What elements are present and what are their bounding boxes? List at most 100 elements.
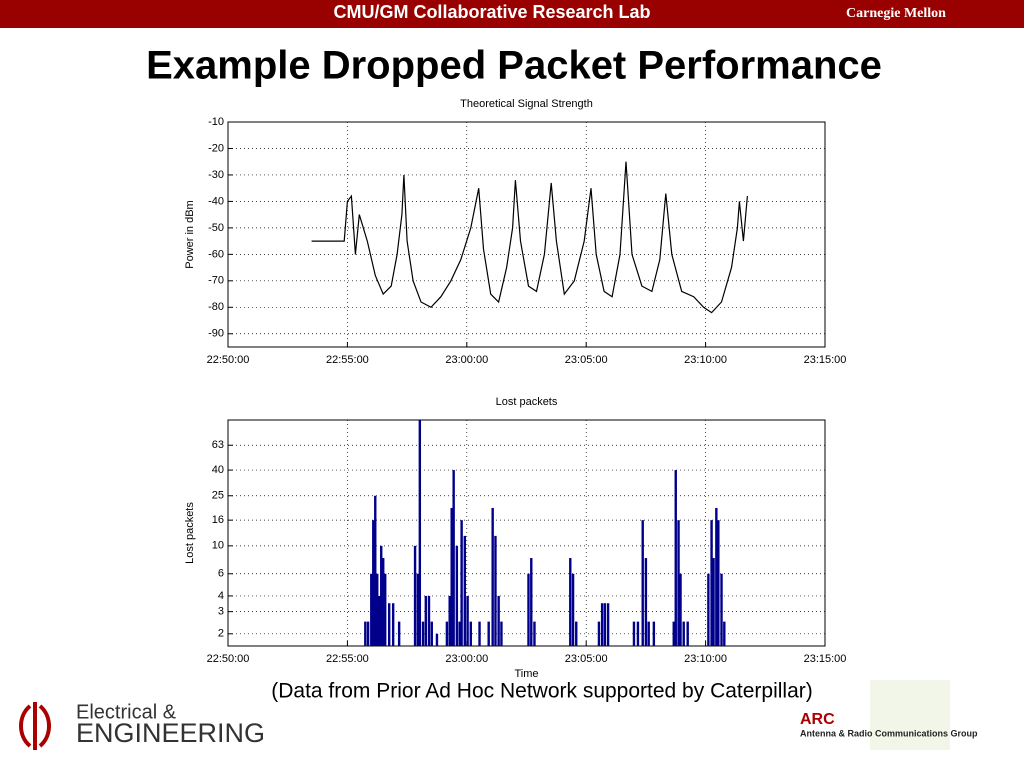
bar	[682, 621, 685, 646]
bar	[603, 603, 607, 646]
bar	[606, 603, 610, 646]
bar	[530, 558, 533, 646]
y-axis-label: Lost packets	[184, 502, 196, 564]
bar	[384, 573, 387, 646]
bar	[487, 621, 490, 646]
bar	[424, 595, 428, 646]
bar	[500, 621, 503, 646]
bar	[430, 621, 433, 646]
caption: (Data from Prior Ad Hoc Network supporte…	[271, 680, 813, 703]
bar	[636, 621, 640, 646]
group-mark: ARC	[800, 711, 835, 728]
x-tick-label: 22:55:00	[326, 653, 369, 665]
bar	[571, 573, 575, 646]
y-tick-label: 2	[218, 628, 224, 640]
y-tick-label: 63	[212, 439, 224, 451]
bar	[575, 621, 578, 646]
dept-bottom: ENGINEERING	[76, 718, 265, 748]
header-lab: CMU/GM Collaborative Research Lab	[333, 2, 650, 22]
y-tick-label: -60	[208, 248, 224, 260]
y-tick-label: 40	[212, 464, 224, 476]
y-tick-label: -70	[208, 275, 224, 287]
y-tick-label: -80	[208, 301, 224, 313]
bar	[421, 621, 425, 646]
dept-icon	[19, 702, 51, 750]
bar	[497, 595, 500, 646]
bar	[382, 558, 385, 646]
bar	[652, 621, 656, 646]
x-tick-label: 22:50:00	[207, 354, 250, 366]
bar	[644, 558, 648, 646]
bar	[715, 507, 718, 646]
y-tick-label: -40	[208, 195, 224, 207]
bar	[641, 520, 644, 646]
x-tick-label: 22:55:00	[326, 354, 369, 366]
bar	[632, 621, 636, 646]
header-university: Carnegie Mellon	[846, 6, 946, 21]
bar	[366, 621, 370, 646]
chart-title: Theoretical Signal Strength	[460, 98, 593, 110]
bar	[466, 595, 469, 646]
header-bar	[0, 0, 1024, 28]
plot-frame	[227, 121, 826, 348]
signal-line	[311, 161, 748, 314]
x-tick-label: 23:00:00	[445, 354, 488, 366]
y-tick-label: 6	[218, 568, 224, 580]
bar	[416, 573, 420, 646]
bar	[533, 621, 536, 646]
bar	[455, 545, 459, 646]
y-axis-label: Power in dBm	[184, 200, 196, 268]
slide-title: Example Dropped Packet Performance	[146, 44, 882, 88]
bar	[450, 507, 453, 646]
x-tick-label: 23:00:00	[445, 653, 488, 665]
y-tick-label: 10	[212, 540, 224, 552]
y-tick-label: -90	[208, 328, 224, 340]
group-backdrop	[870, 680, 950, 750]
y-tick-label: -50	[208, 222, 224, 234]
bar	[679, 573, 682, 646]
bar	[380, 545, 383, 646]
bar	[397, 621, 401, 646]
bar	[494, 535, 497, 646]
x-tick-label: 23:15:00	[804, 354, 847, 366]
bar	[674, 470, 677, 646]
bar	[478, 621, 481, 646]
bar	[712, 558, 715, 646]
x-axis-label: Time	[514, 668, 538, 680]
y-tick-label: 16	[212, 514, 224, 526]
group-logo: ARC Antenna & Radio Communications Group	[800, 680, 978, 750]
bar	[469, 621, 472, 646]
bar	[435, 633, 439, 646]
bar	[391, 603, 395, 646]
bar	[527, 573, 530, 646]
y-tick-label: -20	[208, 142, 224, 154]
x-tick-label: 23:10:00	[684, 653, 727, 665]
bar	[452, 470, 455, 646]
bar	[372, 520, 375, 646]
bar	[597, 621, 601, 646]
bar	[376, 573, 379, 646]
bar	[647, 621, 650, 646]
y-tick-label: 4	[218, 590, 224, 602]
bar	[370, 573, 373, 646]
bar	[710, 520, 713, 646]
bar	[364, 621, 367, 646]
bar	[569, 558, 572, 646]
bar	[677, 520, 680, 646]
chart-title: Lost packets	[496, 396, 558, 408]
bar	[686, 621, 689, 646]
bar	[387, 603, 391, 646]
x-tick-label: 23:05:00	[565, 354, 608, 366]
bar	[717, 520, 720, 646]
x-tick-label: 22:50:00	[207, 653, 250, 665]
bar	[463, 535, 467, 646]
bar	[378, 595, 381, 646]
bar	[418, 420, 422, 646]
bar	[600, 603, 604, 646]
x-tick-label: 23:15:00	[804, 653, 847, 665]
y-tick-label: -10	[208, 116, 224, 128]
y-tick-label: 3	[218, 606, 224, 618]
y-tick-label: 25	[212, 490, 224, 502]
group-name: Antenna & Radio Communications Group	[800, 728, 978, 738]
bar	[491, 507, 494, 646]
